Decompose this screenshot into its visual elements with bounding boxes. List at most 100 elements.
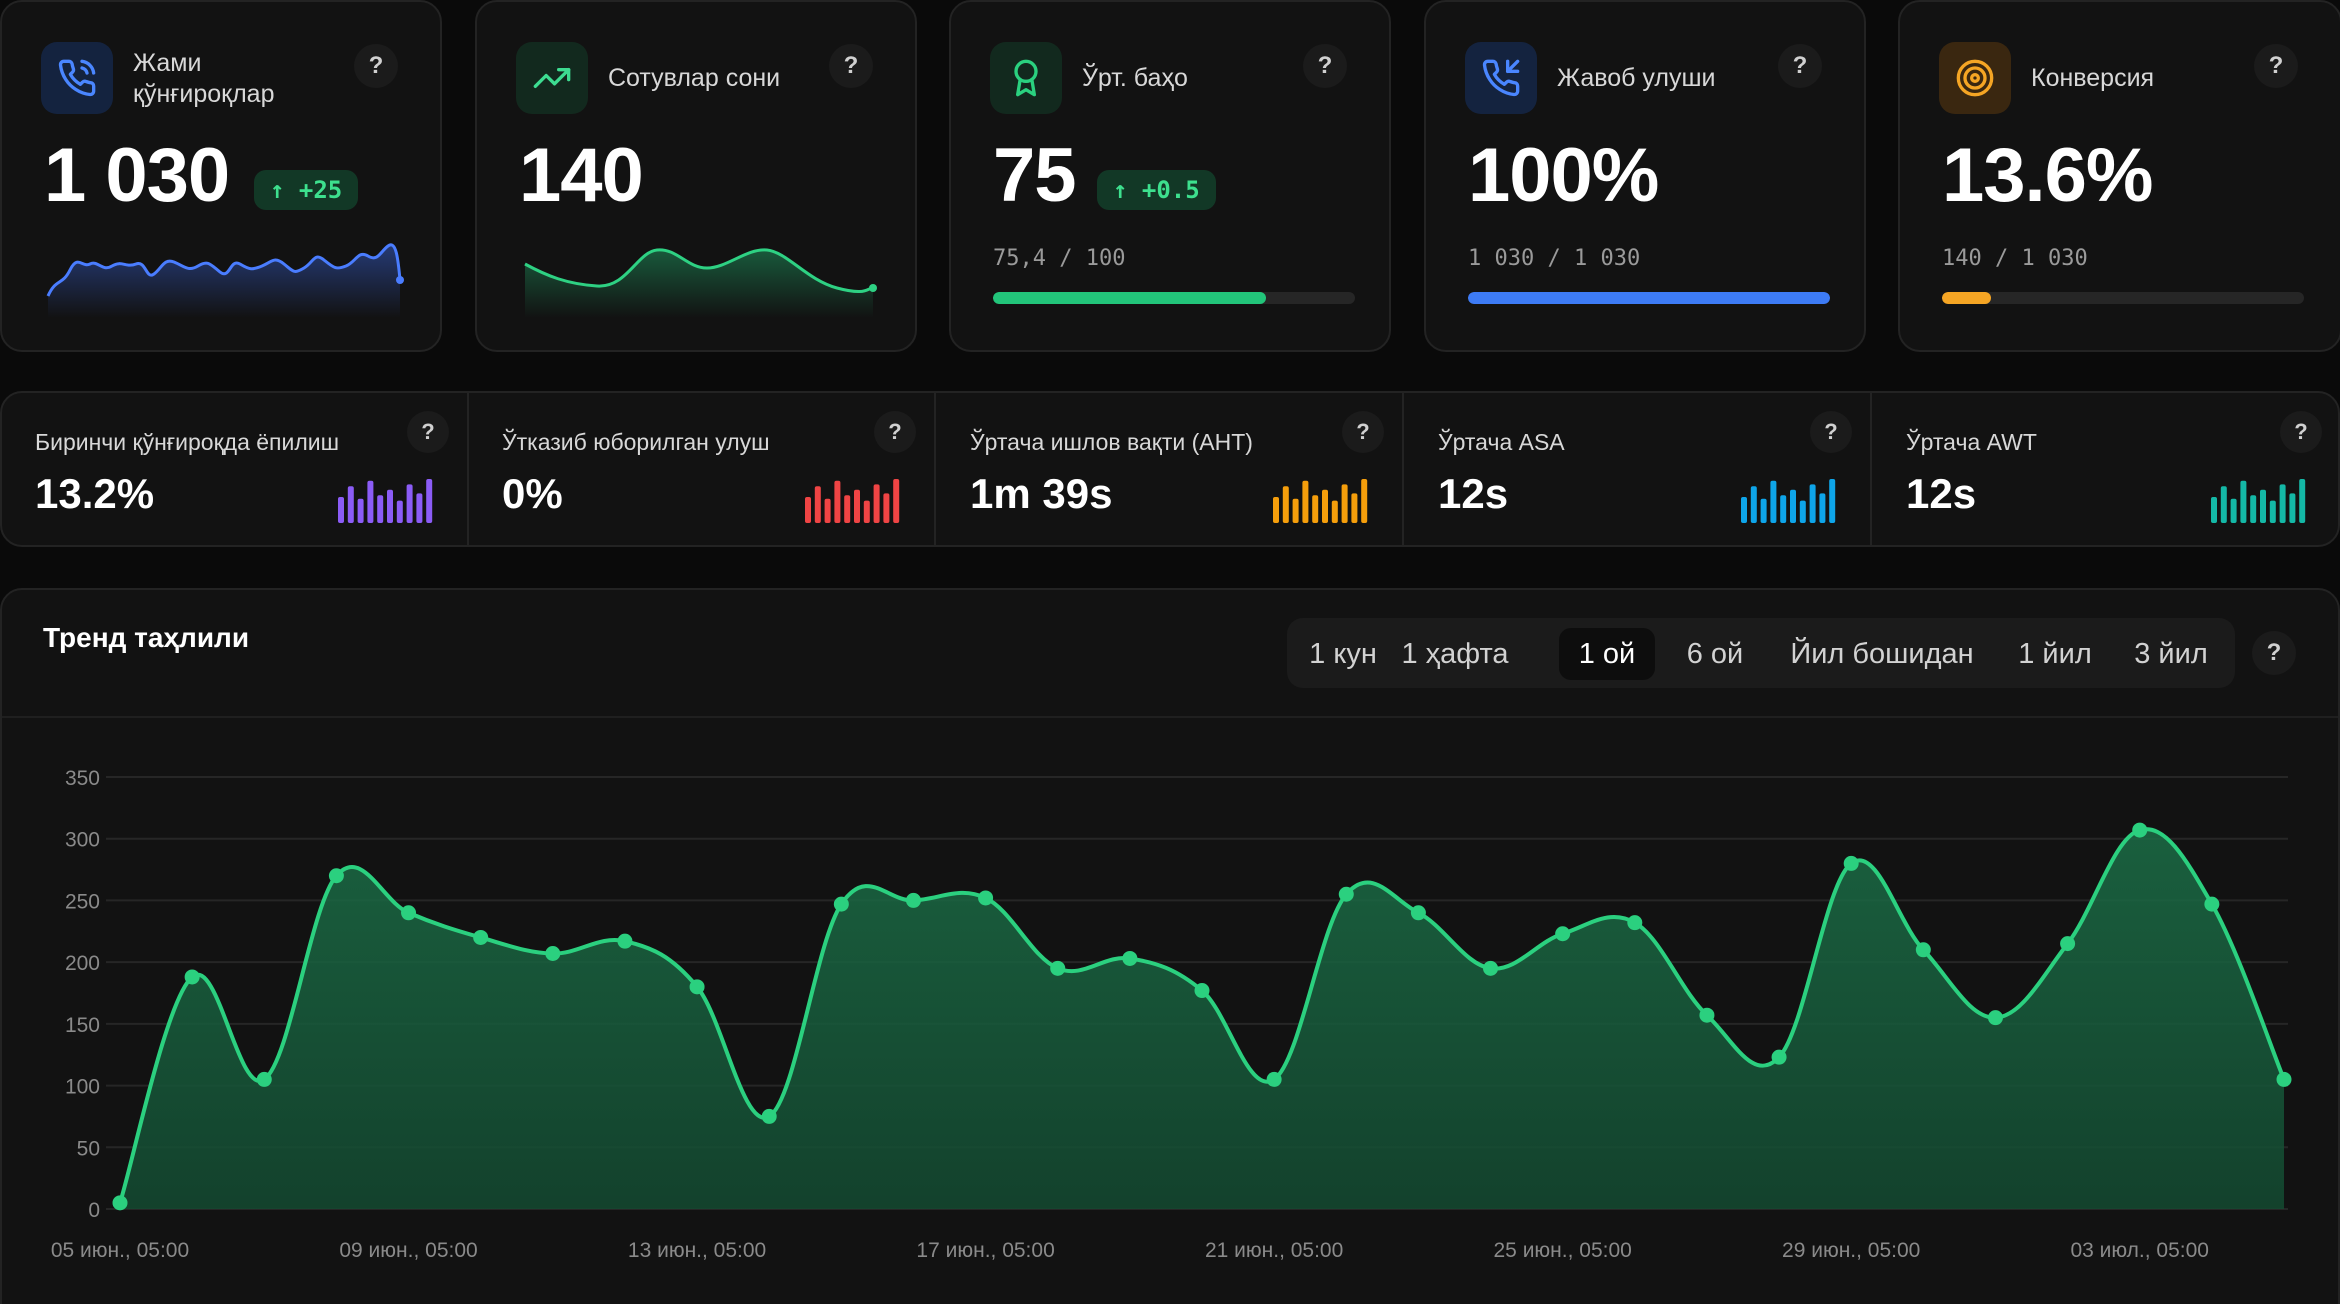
mini-bar	[1770, 480, 1777, 523]
mini-bar	[1819, 493, 1826, 523]
help-button[interactable]: ?	[407, 411, 449, 453]
mini-bar	[2240, 480, 2247, 523]
help-button[interactable]: ?	[1810, 411, 1852, 453]
range-ytd[interactable]: Йил бошидан	[1790, 637, 1974, 670]
kpi-delta-badge: ↑ +0.5	[1097, 170, 1216, 210]
trend-point	[1194, 983, 1210, 999]
mini-bar	[1282, 486, 1289, 523]
metric-mini-bars	[2211, 479, 2306, 523]
trend-point	[1122, 950, 1138, 966]
mini-bar	[347, 486, 354, 523]
mini-bar	[2250, 495, 2257, 523]
trend-point	[2204, 896, 2220, 912]
target-icon	[1939, 42, 2011, 114]
range-6-months[interactable]: 6 ой	[1686, 637, 1744, 670]
x-tick-label: 17 июн., 05:00	[916, 1239, 1054, 1262]
y-tick-label: 200	[65, 952, 100, 975]
kpi-title: Сотувлар сони	[608, 64, 781, 92]
x-tick-label: 21 июн., 05:00	[1205, 1239, 1343, 1262]
kpi-card-sales-count: Сотувлар сони ? 140	[475, 0, 917, 352]
mini-bar	[2220, 486, 2227, 523]
mini-bar	[2279, 484, 2286, 523]
metric-label: Ўтказиб юборилган улуш	[502, 429, 770, 455]
y-tick-label: 350	[65, 767, 100, 790]
kpi-title: Жавоб улуши	[1557, 64, 1716, 92]
kpi-progress-bar	[993, 292, 1355, 304]
range-selector: 1 кун 1 ҳафта 1 ой 6 ой Йил бошидан 1 йи…	[1287, 618, 2235, 688]
mini-bar	[1750, 486, 1757, 523]
trend-point	[2132, 822, 2148, 838]
metric-mini-bars	[1741, 479, 1836, 523]
metric-mini-bars	[1273, 479, 1368, 523]
range-3-years[interactable]: 3 йил	[2134, 637, 2208, 670]
trend-point	[761, 1108, 777, 1124]
mini-bar	[893, 479, 900, 523]
help-button[interactable]: ?	[2254, 44, 2298, 88]
kpi-value: 140	[519, 133, 644, 218]
trend-panel: Тренд таҳлили 1 кун 1 ҳафта 1 ой 6 ой Йи…	[0, 588, 2340, 1304]
mini-bar	[1361, 479, 1368, 523]
award-icon	[990, 42, 1062, 114]
x-tick-label: 29 июн., 05:00	[1782, 1239, 1920, 1262]
mini-bar	[1790, 489, 1796, 523]
help-button[interactable]: ?	[2280, 411, 2322, 453]
x-tick-label: 25 июн., 05:00	[1494, 1239, 1632, 1262]
trend-chart: 0 50 100 150 200 250 300 350 05 июн., 05:00 09 ию…	[51, 767, 2292, 1262]
mini-bar	[834, 480, 841, 523]
range-1-year[interactable]: 1 йил	[2018, 637, 2092, 670]
mini-bar	[1292, 498, 1299, 523]
mini-bar	[1302, 480, 1309, 523]
trend-point	[1915, 942, 1931, 958]
help-button[interactable]: ?	[874, 411, 916, 453]
metric-value: 1m 39s	[970, 470, 1113, 517]
mini-bar	[814, 486, 821, 523]
range-1-month[interactable]: 1 ой	[1559, 628, 1655, 680]
mini-bar	[426, 479, 433, 523]
metric-label: Ўртача ишлов вақти (AHT)	[970, 429, 1253, 455]
range-1-week[interactable]: 1 ҳафта	[1401, 637, 1509, 670]
trend-point	[1338, 886, 1354, 902]
mini-bar	[805, 497, 811, 523]
trend-point	[1555, 926, 1571, 942]
mini-bar	[2289, 493, 2296, 523]
mini-bar	[387, 489, 393, 523]
mini-bar	[2211, 497, 2217, 523]
mini-bar	[357, 498, 364, 523]
trend-point	[978, 890, 994, 906]
mini-bar	[1809, 484, 1816, 523]
help-button[interactable]: ?	[1342, 411, 1384, 453]
metric-label: Ўртача ASA	[1438, 429, 1565, 455]
metrics-strip: Биринчи қўнғироқда ёпилиш 13.2% ? Ўткази…	[0, 391, 2340, 547]
mini-bar	[1312, 495, 1319, 523]
help-button[interactable]: ?	[1303, 44, 1347, 88]
trend-point	[689, 979, 705, 995]
mini-bar	[377, 495, 384, 523]
trend-point	[1699, 1007, 1715, 1023]
trend-header: Тренд таҳлили 1 кун 1 ҳафта 1 ой 6 ой Йи…	[2, 590, 2338, 718]
metric-mini-bars	[805, 479, 900, 523]
metric-missed-share: Ўтказиб юборилган улуш 0% ?	[469, 393, 936, 545]
trend-point	[2060, 936, 2076, 952]
mini-bar	[1799, 500, 1806, 523]
metric-first-call-resolution: Биринчи қўнғироқда ёпилиш 13.2% ?	[2, 393, 469, 545]
metric-awt: Ўртача AWT 12s ?	[1873, 393, 2340, 545]
kpi-delta-badge: ↑ +25	[254, 170, 359, 210]
trend-point	[833, 896, 849, 912]
trend-title: Тренд таҳлили	[43, 622, 250, 653]
metric-label: Биринчи қўнғироқда ёпилиш	[35, 429, 340, 455]
mini-bar	[1273, 497, 1279, 523]
help-button[interactable]: ?	[1778, 44, 1822, 88]
help-button[interactable]: ?	[2252, 631, 2296, 675]
x-tick-label: 05 июн., 05:00	[51, 1239, 189, 1262]
mini-bar	[406, 484, 413, 523]
y-tick-label: 50	[77, 1137, 100, 1160]
x-tick-label: 03 июл., 05:00	[2070, 1239, 2209, 1262]
help-button[interactable]: ?	[829, 44, 873, 88]
help-button[interactable]: ?	[354, 44, 398, 88]
y-tick-label: 300	[65, 829, 100, 852]
trend-point	[905, 892, 921, 908]
kpi-card-conversion: Конверсия ? 13.6% 140 / 1 030	[1898, 0, 2340, 352]
range-1-day[interactable]: 1 кун	[1309, 637, 1377, 670]
mini-bar	[2230, 498, 2237, 523]
trend-point	[401, 905, 417, 921]
